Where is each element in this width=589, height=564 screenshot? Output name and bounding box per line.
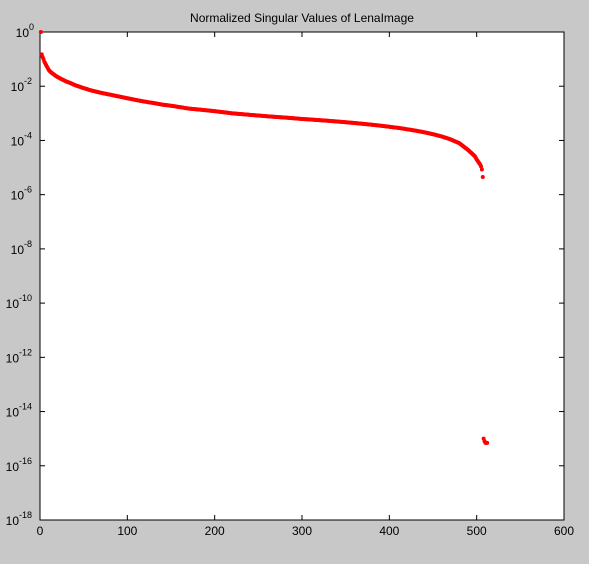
y-tick-label-base: 10 <box>6 351 20 365</box>
y-tick-label-exponent: -16 <box>19 456 32 466</box>
y-tick-label-exponent: -18 <box>19 510 32 520</box>
y-tick-label-base: 10 <box>16 26 30 40</box>
y-tick-label-base: 10 <box>11 134 25 148</box>
y-tick-label-base: 10 <box>6 406 20 420</box>
x-axis: 0 100 200 300 400 500 600 <box>37 32 574 538</box>
y-tick-label-exponent: -14 <box>19 402 32 412</box>
data-point <box>485 440 490 445</box>
y-tick-label-base: 10 <box>6 297 20 311</box>
data-point <box>479 164 484 169</box>
y-tick-label-exponent: -4 <box>24 130 32 140</box>
x-tick-label: 0 <box>37 524 44 538</box>
x-tick-label: 400 <box>379 524 399 538</box>
y-tick-label-base: 10 <box>6 514 20 528</box>
data-points <box>38 30 490 445</box>
y-tick-label-exponent: -12 <box>19 347 32 357</box>
y-tick-label-exponent: -2 <box>24 76 32 86</box>
y-tick-label-exponent: -6 <box>24 185 32 195</box>
x-tick-label: 100 <box>117 524 137 538</box>
y-tick-label-exponent: -8 <box>24 239 32 249</box>
x-tick-label: 600 <box>554 524 574 538</box>
x-tick-label: 300 <box>292 524 312 538</box>
chart-title: Normalized Singular Values of LenaImage <box>190 11 414 25</box>
y-tick-label-base: 10 <box>11 243 25 257</box>
x-tick-label: 200 <box>205 524 225 538</box>
y-tick-label-base: 10 <box>6 460 20 474</box>
data-point <box>473 155 478 160</box>
data-point <box>38 30 43 34</box>
y-tick-label-exponent: -10 <box>19 293 32 303</box>
data-point <box>477 161 482 166</box>
data-point <box>479 167 484 172</box>
plot-area <box>39 31 565 521</box>
y-tick-label-base: 10 <box>11 189 25 203</box>
x-tick-label: 500 <box>467 524 487 538</box>
y-tick-label-base: 10 <box>11 80 25 94</box>
data-point <box>480 174 485 179</box>
y-tick-label-exponent: 0 <box>29 22 34 32</box>
